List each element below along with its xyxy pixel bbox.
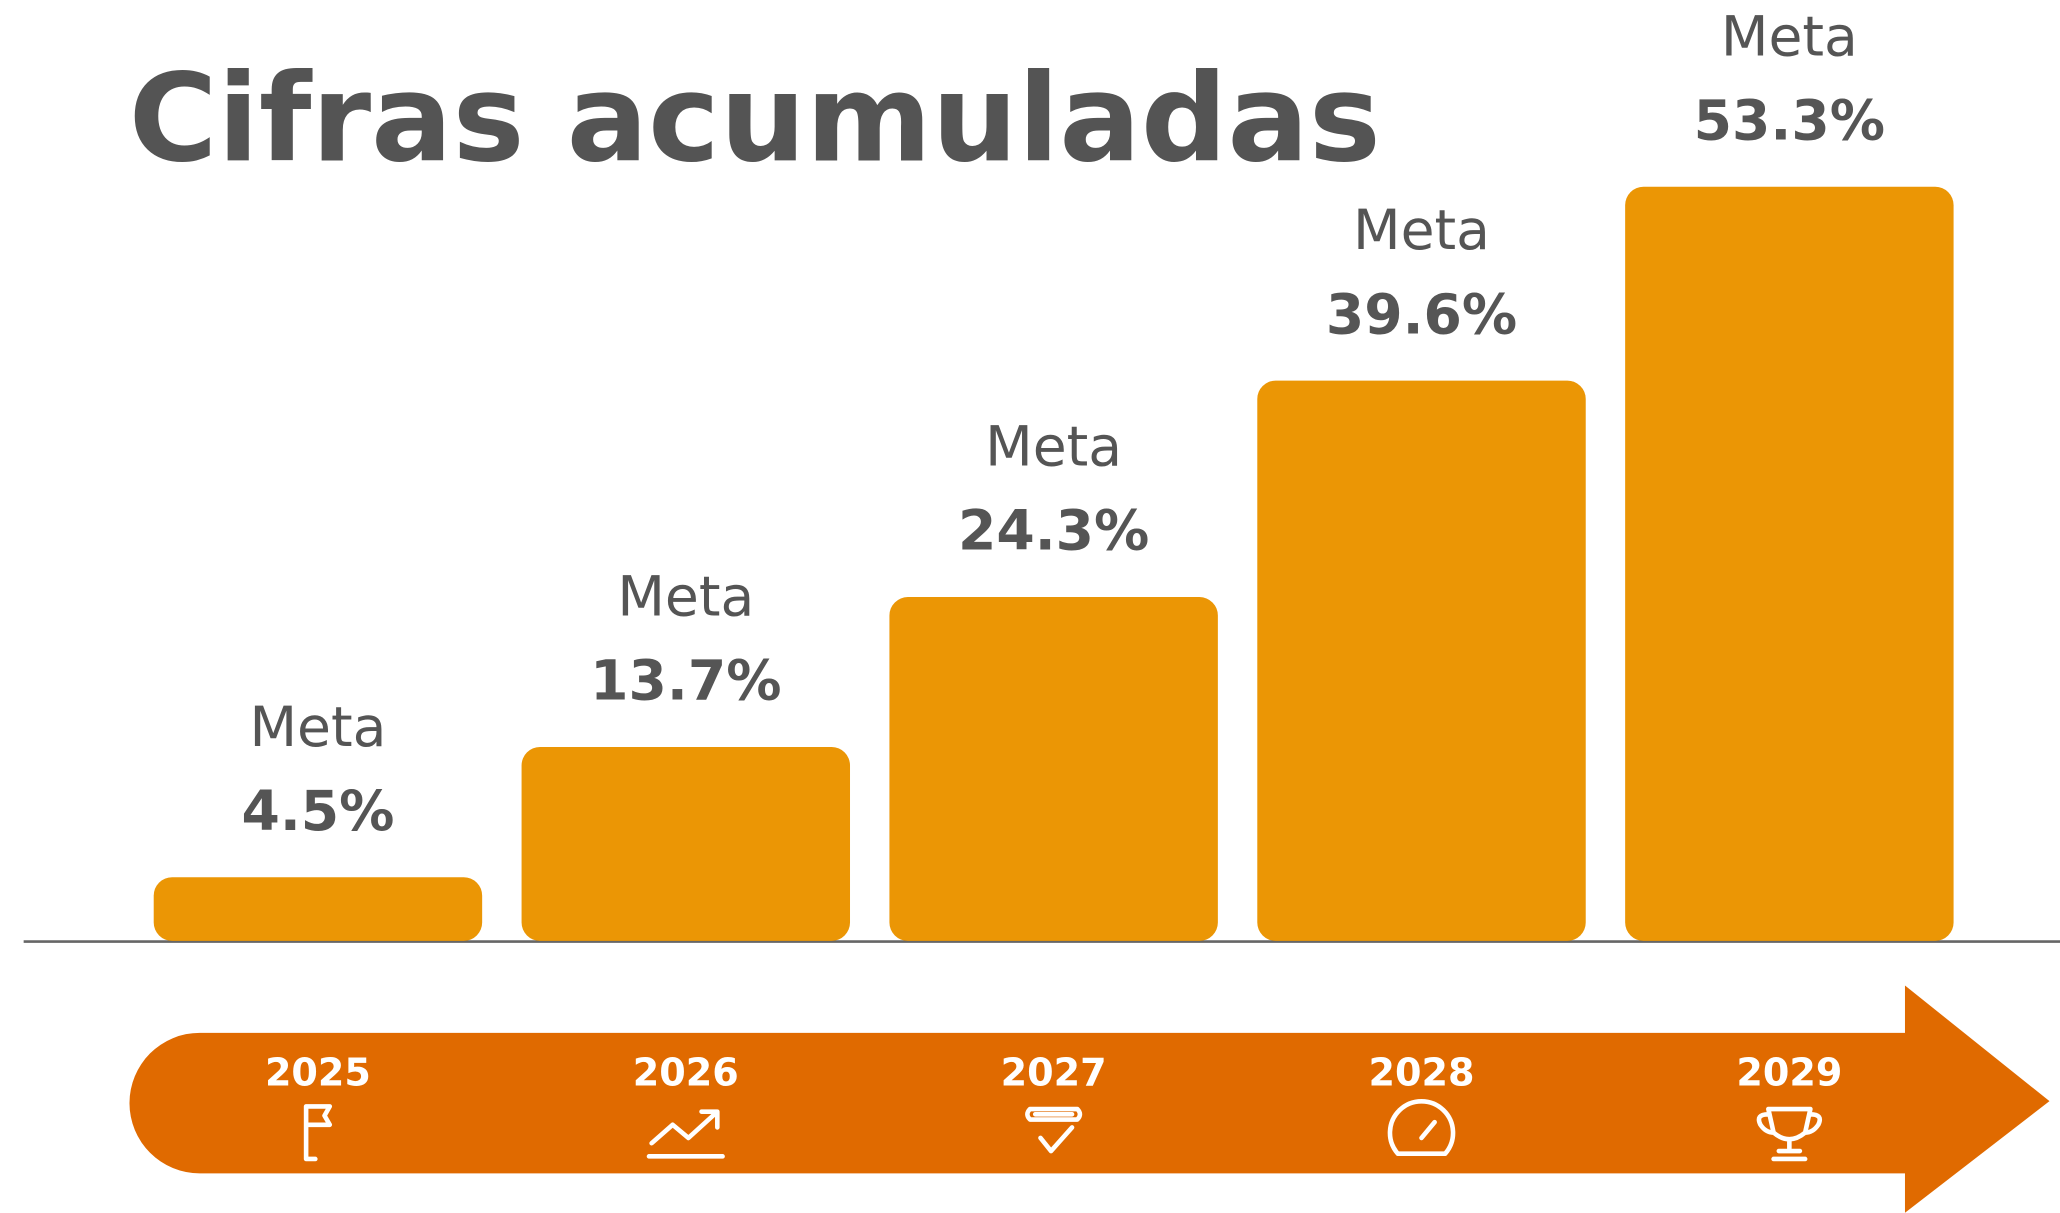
year-icon [1025, 1106, 1083, 1154]
bar [153, 877, 483, 941]
year-icon [1387, 1099, 1456, 1156]
value-label: 24.3% [958, 500, 1149, 564]
value-label: 4.5% [241, 780, 394, 844]
bar-caption: Meta [617, 566, 754, 630]
bar [1257, 380, 1586, 941]
bar [889, 597, 1218, 941]
timeline-arrow [129, 985, 2050, 1213]
year-icon [303, 1104, 333, 1162]
year-label: 2025 [265, 1050, 371, 1094]
bar [521, 747, 851, 941]
bar [1625, 186, 1954, 941]
year-label: 2026 [633, 1050, 739, 1094]
bar-caption: Meta [1353, 199, 1490, 263]
year-label: 2029 [1736, 1050, 1842, 1094]
bar-caption: Meta [249, 696, 386, 760]
bar-caption: Meta [1721, 5, 1858, 69]
year-icon [1756, 1106, 1823, 1162]
value-label: 53.3% [1694, 89, 1885, 153]
value-label: 39.6% [1326, 283, 1517, 347]
year-icon [646, 1109, 725, 1159]
year-label: 2027 [1001, 1050, 1107, 1094]
value-label: 13.7% [590, 650, 781, 714]
year-label: 2028 [1369, 1050, 1475, 1094]
bar-caption: Meta [985, 416, 1122, 480]
chart-title: Cifras acumuladas [129, 48, 1381, 189]
